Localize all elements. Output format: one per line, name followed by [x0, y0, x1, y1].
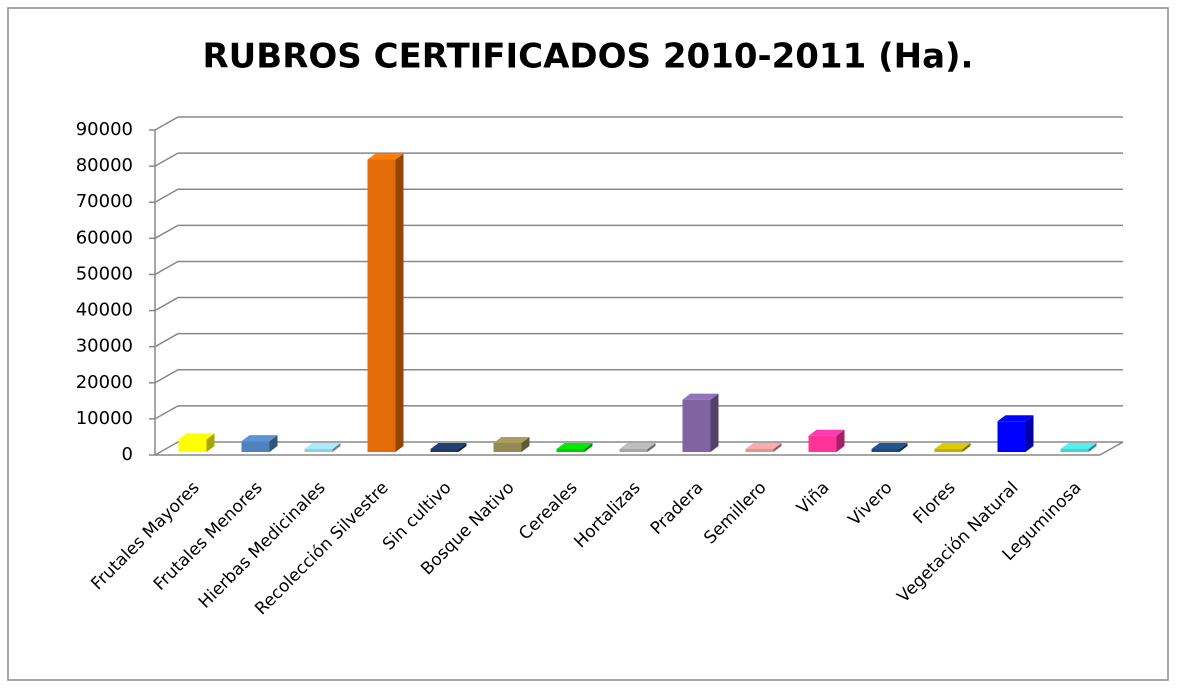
bar-top: [367, 153, 404, 160]
bar-side: [332, 443, 341, 452]
bar: [745, 443, 782, 452]
axis-line: [1099, 441, 1124, 456]
bar-front: [934, 449, 963, 452]
bar-front: [619, 449, 648, 452]
y-tick-label: 60000: [76, 227, 133, 248]
bar-top: [430, 443, 467, 449]
bar-top: [241, 435, 278, 442]
bar-top: [682, 393, 719, 400]
grid-line: [154, 224, 1123, 239]
y-tick-label: 80000: [76, 155, 133, 176]
bar-side: [647, 443, 656, 452]
bar-front: [745, 449, 774, 452]
bar-front: [178, 439, 207, 452]
bar-side: [584, 443, 593, 452]
bar-front: [808, 435, 837, 452]
bar: [556, 443, 593, 452]
y-tick-label: 70000: [76, 191, 133, 212]
bar-top: [556, 443, 593, 449]
bar-top: [871, 443, 908, 449]
bar-top: [304, 443, 341, 449]
bar-front: [997, 421, 1026, 452]
grid-line: [154, 116, 1123, 131]
bar-front: [682, 399, 711, 452]
bar-top: [493, 436, 530, 443]
bar-top: [808, 429, 845, 436]
y-tick-label: 10000: [76, 408, 133, 429]
y-tick-label: 30000: [76, 336, 133, 357]
bar: [304, 443, 341, 452]
bar-top: [619, 443, 656, 449]
grid-line: [154, 260, 1123, 276]
y-tick-label: 20000: [76, 372, 133, 393]
bar-side: [962, 443, 971, 452]
grid-line: [154, 296, 1123, 312]
bar-side: [1088, 443, 1097, 452]
grid-line: [154, 188, 1123, 203]
bar-side: [206, 433, 215, 452]
bar-front: [556, 449, 585, 452]
bar-side: [395, 153, 404, 452]
bar: [619, 443, 656, 452]
bar: [808, 429, 845, 452]
bar: [367, 153, 404, 452]
bar-front: [871, 449, 900, 452]
grid-line: [154, 152, 1123, 167]
bar-front: [493, 442, 522, 452]
bar-top: [934, 443, 971, 449]
bar: [178, 433, 215, 452]
bar-front: [304, 449, 333, 452]
bar-top: [745, 443, 782, 449]
grid-line: [154, 332, 1123, 348]
bar-top: [1060, 443, 1097, 449]
bar: [682, 393, 719, 452]
bar-side: [773, 443, 782, 452]
bar-side: [458, 443, 467, 452]
bar-front: [1060, 449, 1089, 452]
y-tick-label: 50000: [76, 263, 133, 284]
bar: [934, 443, 971, 452]
bar: [1060, 443, 1097, 452]
bar: [997, 415, 1034, 452]
bar-side: [836, 429, 845, 452]
bar-front: [241, 441, 270, 452]
bar: [430, 443, 467, 452]
bar-front: [367, 159, 396, 452]
grid-line: [154, 369, 1123, 384]
bar-top: [178, 433, 215, 440]
bar-front: [430, 449, 459, 452]
bar-side: [269, 435, 278, 452]
bar: [871, 443, 908, 452]
grid-line: [154, 441, 1123, 456]
bar-side: [899, 443, 908, 452]
y-tick-label: 90000: [76, 119, 133, 140]
chart-border: [7, 7, 1169, 681]
bar-side: [521, 436, 530, 452]
bar-side: [1025, 415, 1034, 452]
bar-top: [997, 415, 1034, 422]
chart-title: RUBROS CERTIFICADOS 2010-2011 (Ha).: [203, 37, 974, 77]
bar: [241, 435, 278, 452]
bar: [493, 436, 530, 452]
y-tick-label: 0: [122, 444, 133, 465]
grid-line: [154, 405, 1123, 420]
y-tick-label: 40000: [76, 300, 133, 321]
bar-side: [710, 393, 719, 452]
